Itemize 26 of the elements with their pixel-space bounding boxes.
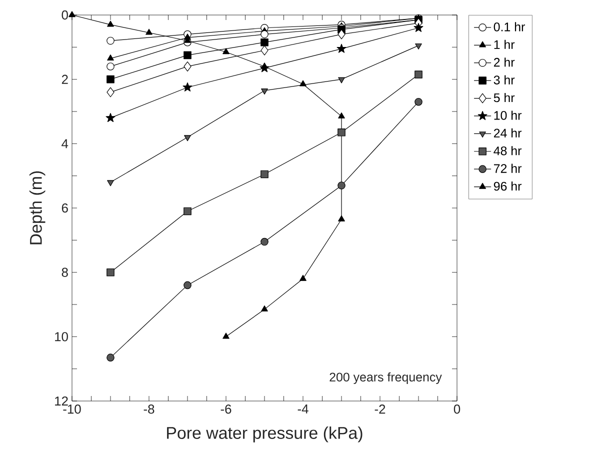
legend-label: 24 hr: [494, 128, 522, 138]
legend-label: 0.1 hr: [494, 22, 525, 32]
y-tick-label: 6: [62, 203, 68, 213]
x-tick-label: -4: [298, 404, 308, 414]
y-axis-title: Depth (m): [29, 171, 46, 244]
legend-label: 72 hr: [494, 164, 522, 173]
y-tick-label: 8: [62, 268, 68, 277]
x-tick-label: -6: [220, 404, 232, 414]
x-tick-label: 0: [454, 404, 460, 414]
y-tick-label: 0: [62, 10, 68, 20]
legend-label: 48 hr: [494, 146, 522, 156]
x-tick-label: -10: [63, 404, 81, 414]
legend-label: 2 hr: [494, 58, 515, 67]
y-tick-label: 4: [62, 139, 68, 148]
y-tick-label: 12: [55, 396, 68, 406]
legend-label: 5 hr: [494, 93, 515, 102]
legend-label: 96 hr: [494, 182, 522, 191]
y-tick-label: 2: [62, 74, 68, 84]
x-axis-title: Pore water pressure (kPa): [167, 426, 362, 442]
y-tick-label: 10: [55, 332, 68, 342]
x-tick-label: -2: [374, 404, 386, 414]
annotation: 200 years frequency: [330, 372, 442, 384]
legend-label: 3 hr: [494, 75, 515, 84]
legend-label: 10 hr: [494, 110, 522, 120]
x-tick-label: -8: [144, 404, 154, 414]
legend-label: 1 hr: [494, 40, 515, 49]
